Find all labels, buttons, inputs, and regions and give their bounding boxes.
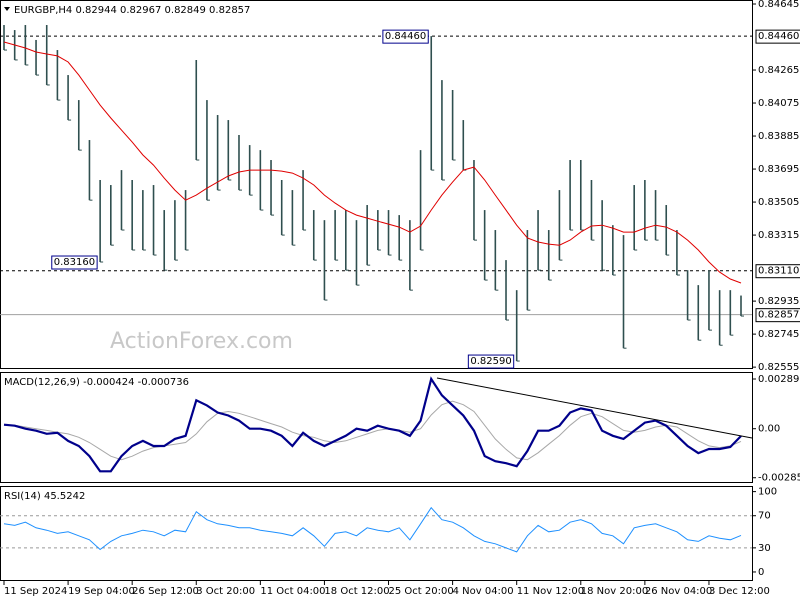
y-tick-label: 70 (758, 511, 771, 522)
x-tick-label: 3 Oct 20:00 (196, 586, 255, 597)
y-tick-label: -0.002852 (758, 473, 800, 484)
x-tick-label: 11 Sep 2024 (4, 586, 67, 597)
level-label: 0.83110 (758, 266, 799, 277)
y-tick-label: 100 (758, 487, 777, 498)
y-tick-label: 0.84265 (758, 65, 799, 76)
label-box (467, 354, 515, 369)
panel-title: RSI(14) 45.5242 (4, 491, 85, 502)
y-tick-label: 0 (758, 567, 764, 578)
x-tick-label: 25 Oct 20:00 (389, 586, 454, 597)
current-price-label: 0.82857 (758, 310, 799, 321)
label-box (51, 255, 98, 270)
x-tick-label: 18 Nov 20:00 (581, 586, 648, 597)
x-tick-label: 18 Oct 12:00 (324, 586, 389, 597)
trend-line (436, 377, 753, 439)
x-tick-label: 11 Nov 12:00 (517, 586, 584, 597)
y-tick-label: 0.83505 (758, 197, 799, 208)
y-tick-label: 0.002893 (758, 374, 800, 385)
price-annotation: 0.82590 (470, 356, 511, 367)
y-tick-label: 0.00 (758, 424, 780, 435)
price-annotation: 0.84460 (385, 31, 426, 42)
panel-title: EURGBP,H4 0.82944 0.82967 0.82849 0.8285… (14, 5, 250, 16)
macd-line (3, 376, 742, 473)
level-label: 0.84460 (758, 31, 799, 42)
x-tick-label: 19 Sep 04:00 (68, 586, 135, 597)
x-tick-label: 3 Dec 12:00 (709, 586, 770, 597)
label-box (755, 264, 800, 279)
price-annotation: 0.83160 (54, 257, 95, 268)
rsi-panel (0, 486, 753, 581)
symbol-icon (4, 7, 10, 11)
signal-line (4, 400, 742, 461)
x-tick-label: 26 Sep 12:00 (132, 586, 199, 597)
x-tick-label: 26 Nov 04:00 (645, 586, 712, 597)
y-tick-label: 0.83695 (758, 164, 799, 175)
y-tick-label: 0.84645 (758, 0, 799, 10)
y-tick-label: 0.84075 (758, 98, 799, 109)
price-panel (0, 0, 753, 369)
x-tick-label: 11 Oct 04:00 (260, 586, 325, 597)
y-tick-label: 30 (758, 543, 771, 554)
y-tick-label: 0.82935 (758, 296, 799, 307)
label-box (755, 29, 800, 44)
watermark: ActionForex.com (110, 329, 293, 354)
rsi-line (3, 506, 742, 553)
x-tick-label: 4 Nov 04:00 (453, 586, 514, 597)
y-tick-label: 0.82745 (758, 329, 799, 340)
label-box (755, 308, 800, 323)
y-tick-label: 0.83315 (758, 230, 799, 241)
y-tick-label: 0.83885 (758, 131, 799, 142)
moving-average (3, 41, 742, 284)
label-box (382, 29, 429, 44)
y-tick-label: 0.82555 (758, 362, 799, 373)
panel-title: MACD(12,26,9) -0.000424 -0.000736 (4, 377, 189, 388)
